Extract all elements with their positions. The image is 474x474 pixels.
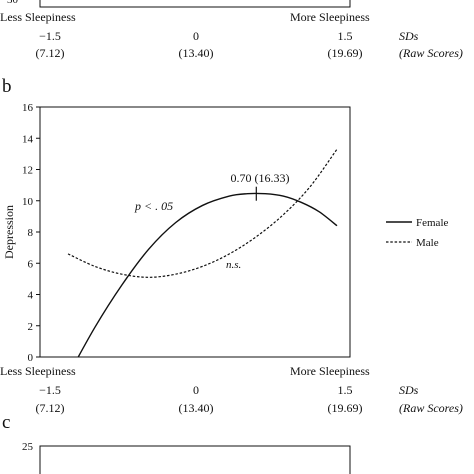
legend-female-label: Female bbox=[416, 217, 448, 229]
legend: Female Male bbox=[386, 217, 448, 249]
panel-a-sd-label: SDs bbox=[399, 29, 419, 43]
series-line-female bbox=[77, 192, 338, 357]
panel-b-raw-label: (Raw Scores) bbox=[399, 401, 463, 415]
y-tick-label-4: 8 bbox=[28, 227, 34, 239]
panel-b-x-raw-tick-0: (7.12) bbox=[36, 401, 65, 415]
panel-c: c 25 bbox=[2, 412, 351, 474]
panel-b-series bbox=[67, 148, 338, 357]
panel-a-right-anchor: More Sleepiness bbox=[290, 10, 370, 24]
panel-a-x-sd-tick-0: −1.5 bbox=[39, 29, 61, 43]
panel-a-left-anchor: Less Sleepiness bbox=[0, 10, 76, 24]
panel-a-x-raw-tick-0: (7.12) bbox=[36, 46, 65, 60]
panel-a-x-raw-tick-2: (19.69) bbox=[328, 46, 363, 60]
y-tick-label-7: 14 bbox=[22, 133, 34, 145]
female-significance-annotation: p < . 05 bbox=[134, 199, 173, 213]
y-tick-label-1: 2 bbox=[28, 321, 34, 333]
panel-b-x-sd-tick-0: −1.5 bbox=[39, 383, 61, 397]
panel-b-y-axis: 0 2 4 6 8 10 12 14 16 bbox=[22, 102, 40, 364]
panel-a-raw-label: (Raw Scores) bbox=[399, 46, 463, 60]
panel-a-x-raw-tick-1: (13.40) bbox=[179, 46, 214, 60]
panel-a-y-tick-top: 30 bbox=[7, 0, 19, 6]
panel-b-plot-frame bbox=[39, 106, 351, 358]
panel-b-x-raw-tick-2: (19.69) bbox=[328, 401, 363, 415]
series-line-male bbox=[67, 148, 338, 278]
y-tick-label-3: 6 bbox=[28, 258, 34, 270]
panel-b-left-anchor: Less Sleepiness bbox=[0, 364, 76, 378]
peak-label: 0.70 (16.33) bbox=[231, 171, 290, 185]
panel-b-x-sd-tick-1: 0 bbox=[193, 383, 199, 397]
y-tick-label-2: 4 bbox=[28, 290, 34, 302]
panel-b-x-raw-tick-1: (13.40) bbox=[179, 401, 214, 415]
panel-c-letter: c bbox=[2, 412, 10, 433]
y-tick-label-0: 0 bbox=[28, 352, 34, 364]
y-axis-label: Depression bbox=[2, 205, 16, 259]
y-tick-label-8: 16 bbox=[22, 102, 34, 114]
panel-b-sd-label: SDs bbox=[399, 383, 419, 397]
y-tick-label-5: 10 bbox=[22, 196, 34, 208]
y-tick-label-6: 12 bbox=[22, 165, 33, 177]
male-significance-annotation: n.s. bbox=[226, 259, 241, 271]
panel-a: 30 Less Sleepiness More Sleepiness −1.5 … bbox=[0, 0, 463, 60]
panel-b-letter: b bbox=[2, 76, 12, 97]
panel-c-plot-frame bbox=[39, 445, 351, 474]
legend-male-label: Male bbox=[416, 237, 439, 249]
panel-a-x-sd-tick-1: 0 bbox=[193, 29, 199, 43]
panel-c-y-tick-top: 25 bbox=[22, 441, 34, 453]
panel-b-right-anchor: More Sleepiness bbox=[290, 364, 370, 378]
panel-a-x-sd-tick-2: 1.5 bbox=[338, 29, 353, 43]
panel-a-plot-frame bbox=[39, 0, 351, 8]
panel-b-x-sd-tick-2: 1.5 bbox=[338, 383, 353, 397]
